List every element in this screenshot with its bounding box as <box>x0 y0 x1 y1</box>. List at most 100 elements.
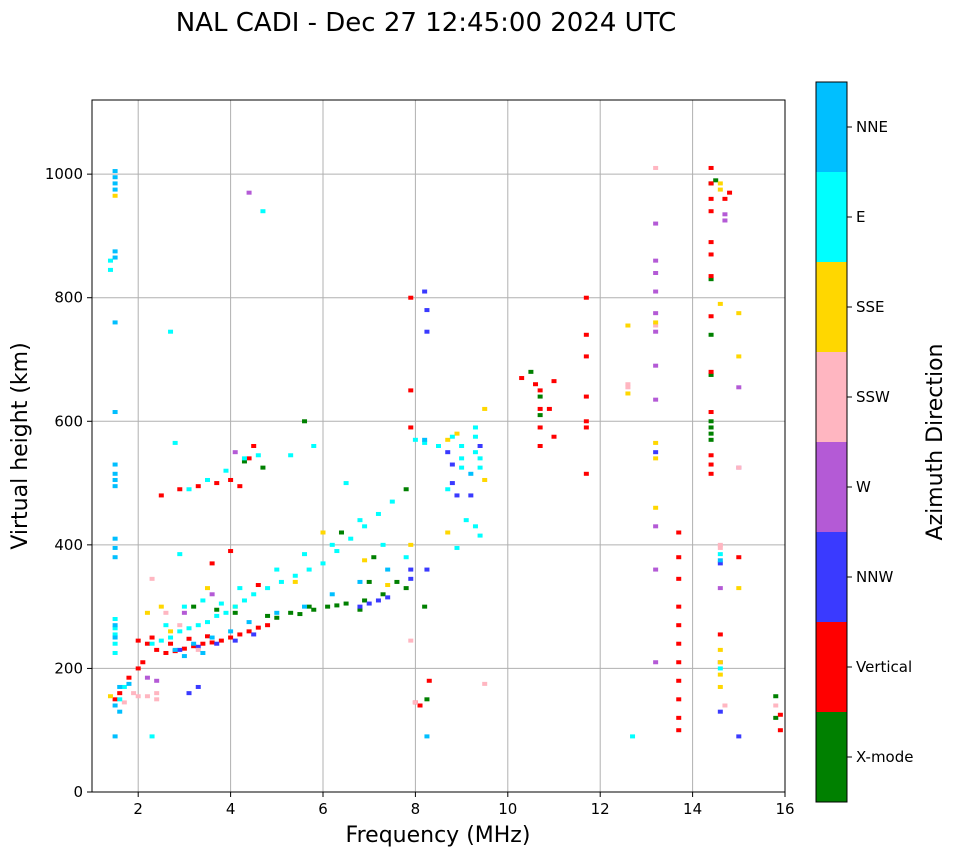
data-point <box>389 499 395 504</box>
data-point <box>676 678 682 683</box>
data-point <box>357 518 363 523</box>
data-point <box>112 617 118 621</box>
data-point <box>255 583 261 588</box>
chart-title: NAL CADI - Dec 27 12:45:00 2024 UTC <box>176 8 676 38</box>
data-point <box>149 576 155 581</box>
data-point <box>149 635 155 640</box>
colorbar-frame <box>815 81 848 803</box>
data-point <box>168 635 174 640</box>
data-point <box>112 193 118 198</box>
colorbar-tick-label: E <box>856 208 865 226</box>
data-point <box>708 372 714 377</box>
data-point <box>232 610 238 615</box>
data-point <box>736 555 742 560</box>
data-point <box>191 644 197 649</box>
data-point <box>112 249 118 254</box>
data-point <box>121 700 127 705</box>
data-point <box>205 620 210 625</box>
data-point <box>537 406 543 411</box>
data-point <box>154 691 160 696</box>
data-point <box>408 425 414 430</box>
data-point <box>343 601 349 606</box>
data-point <box>773 715 779 720</box>
data-point <box>149 641 155 646</box>
data-point <box>112 484 118 489</box>
data-point <box>163 623 169 628</box>
data-point <box>348 536 354 541</box>
colorbar-tick-label: SSW <box>856 388 890 406</box>
data-point <box>653 660 659 665</box>
data-point <box>320 530 326 535</box>
data-point <box>482 406 488 411</box>
data-point <box>126 675 132 680</box>
data-point <box>472 524 478 529</box>
data-point <box>306 567 312 572</box>
data-point <box>625 385 631 390</box>
data-point <box>112 477 118 482</box>
data-point <box>218 638 224 643</box>
data-point <box>722 218 728 223</box>
colorbar-tick-label: SSE <box>856 298 885 316</box>
data-point <box>186 626 192 631</box>
data-point <box>112 635 118 640</box>
data-point <box>717 709 723 714</box>
data-point <box>260 465 266 470</box>
data-point <box>302 604 308 609</box>
data-point <box>200 641 206 646</box>
data-point <box>241 459 247 464</box>
data-point <box>329 542 335 547</box>
data-point <box>717 586 723 591</box>
data-point <box>736 586 742 591</box>
data-point <box>625 323 631 328</box>
data-point <box>408 567 414 572</box>
data-point <box>205 477 210 482</box>
colorbar: X-mode Vertical NNW W SSW SSE E NNE <box>815 81 913 803</box>
data-point <box>274 610 280 615</box>
data-point <box>288 453 294 458</box>
data-point <box>177 487 183 492</box>
data-point <box>237 484 243 489</box>
data-point <box>417 703 423 708</box>
data-point <box>777 712 783 717</box>
series-vertical <box>112 165 783 733</box>
data-point <box>708 196 714 201</box>
data-point <box>251 444 257 448</box>
data-point <box>274 567 280 572</box>
data-point <box>265 613 271 618</box>
data-point <box>468 493 474 498</box>
data-point <box>708 369 714 374</box>
data-point <box>140 660 146 665</box>
data-point <box>653 323 659 328</box>
data-point <box>676 641 682 646</box>
data-point <box>181 610 187 615</box>
data-point <box>449 481 455 486</box>
x-tick-label: 8 <box>411 800 421 818</box>
data-point <box>424 734 430 739</box>
data-point <box>717 684 723 689</box>
data-point <box>195 684 201 689</box>
y-axis: 0 200 400 600 800 1000 <box>45 165 92 801</box>
y-tick-label: 1000 <box>45 165 83 183</box>
data-point <box>736 354 742 359</box>
y-tick-label: 600 <box>54 412 83 430</box>
data-point <box>325 604 331 609</box>
data-point <box>385 583 391 588</box>
data-point <box>537 444 543 448</box>
data-point <box>445 487 451 492</box>
data-point <box>112 255 118 260</box>
data-point <box>209 561 215 566</box>
data-point <box>144 694 150 699</box>
data-point <box>385 595 391 600</box>
colorbar-segment-sse <box>816 262 847 352</box>
data-point <box>708 453 714 458</box>
data-point <box>583 425 589 430</box>
data-point <box>311 607 317 612</box>
data-point <box>676 576 682 581</box>
data-point <box>653 258 659 263</box>
data-point <box>463 518 469 523</box>
data-marks <box>107 165 783 739</box>
data-point <box>708 425 714 430</box>
data-point <box>292 579 298 584</box>
colorbar-tick-label: NNE <box>856 118 888 136</box>
data-point <box>380 592 386 597</box>
